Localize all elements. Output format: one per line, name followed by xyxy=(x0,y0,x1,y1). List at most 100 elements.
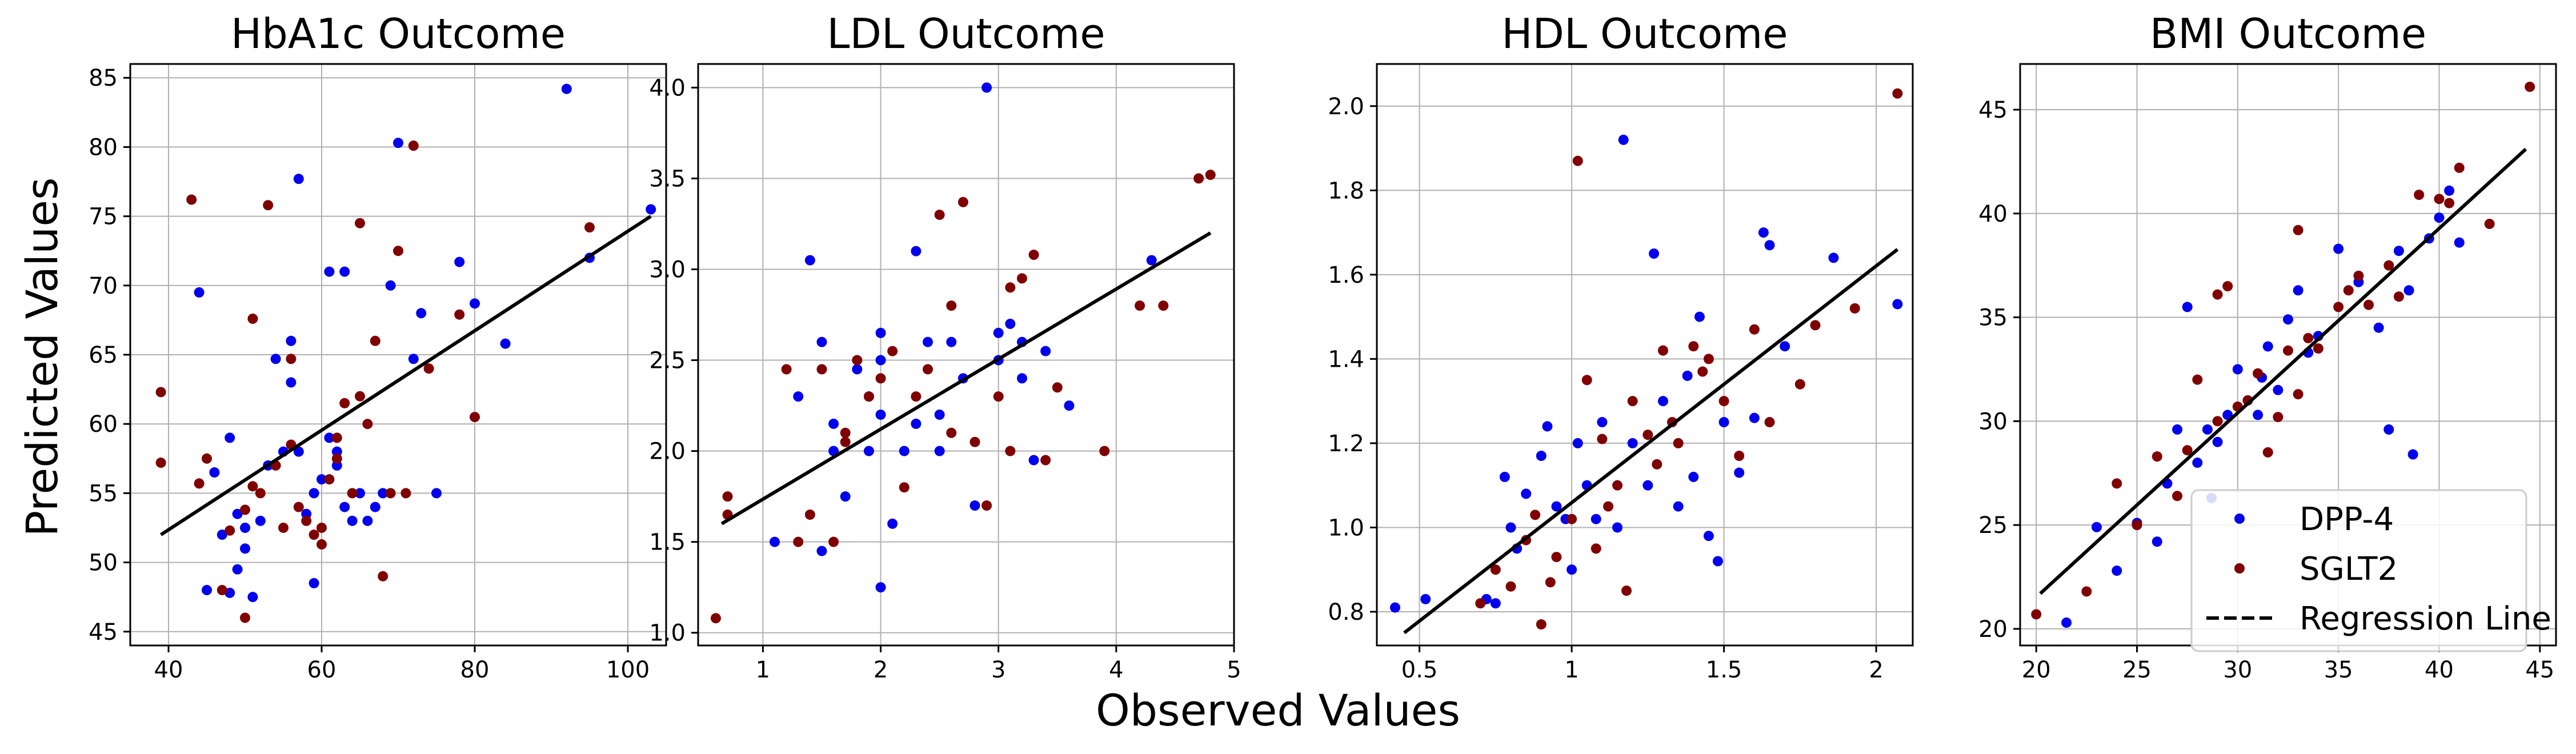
point-dpp4 xyxy=(1642,480,1653,491)
point-sglt2 xyxy=(1158,300,1169,311)
point-dpp4 xyxy=(828,418,839,429)
point-sglt2 xyxy=(852,355,863,366)
point-sglt2 xyxy=(2525,81,2535,92)
point-dpp4 xyxy=(2407,449,2418,460)
point-sglt2 xyxy=(2484,218,2495,229)
y-tick-label: 55 xyxy=(89,480,118,507)
point-dpp4 xyxy=(1682,370,1693,381)
point-sglt2 xyxy=(1703,354,1714,364)
x-tick-label: 35 xyxy=(2324,657,2353,683)
point-dpp4 xyxy=(1758,227,1769,238)
point-dpp4 xyxy=(1016,373,1027,384)
point-sglt2 xyxy=(1016,273,1027,284)
y-tick-label: 45 xyxy=(1978,97,2008,123)
point-sglt2 xyxy=(710,613,721,624)
y-tick-label: 50 xyxy=(89,550,118,576)
point-sglt2 xyxy=(347,488,358,499)
point-sglt2 xyxy=(247,481,258,492)
point-dpp4 xyxy=(362,515,373,526)
point-dpp4 xyxy=(1420,593,1431,604)
y-tick-label: 30 xyxy=(1978,408,2008,435)
point-sglt2 xyxy=(993,391,1004,402)
point-dpp4 xyxy=(1490,598,1501,609)
point-dpp4 xyxy=(1648,248,1659,259)
point-sglt2 xyxy=(2333,302,2344,312)
point-sglt2 xyxy=(324,474,335,485)
point-sglt2 xyxy=(2273,412,2283,423)
point-sglt2 xyxy=(1135,300,1145,311)
point-sglt2 xyxy=(840,436,851,447)
point-sglt2 xyxy=(2313,343,2323,354)
point-dpp4 xyxy=(1718,417,1729,428)
y-tick-label: 1.4 xyxy=(1328,346,1364,372)
point-sglt2 xyxy=(946,300,957,311)
point-sglt2 xyxy=(2253,368,2263,379)
point-sglt2 xyxy=(1849,303,1860,314)
point-dpp4 xyxy=(2444,185,2455,196)
point-dpp4 xyxy=(225,432,235,443)
point-dpp4 xyxy=(1064,400,1075,411)
x-tick-label: 80 xyxy=(460,657,490,683)
x-tick-label: 4 xyxy=(1109,657,1123,683)
point-dpp4 xyxy=(1694,311,1705,322)
point-dpp4 xyxy=(1028,455,1039,466)
point-dpp4 xyxy=(2152,536,2162,547)
point-sglt2 xyxy=(969,436,980,447)
point-dpp4 xyxy=(875,582,886,593)
point-sglt2 xyxy=(278,522,289,533)
y-tick-label: 60 xyxy=(89,411,118,438)
point-sglt2 xyxy=(1794,379,1805,390)
subplot-title: BMI Outcome xyxy=(2150,10,2426,58)
point-dpp4 xyxy=(217,530,227,540)
point-dpp4 xyxy=(1521,488,1532,499)
point-dpp4 xyxy=(2454,237,2465,248)
point-dpp4 xyxy=(1597,417,1608,428)
legend-marker-dpp4 xyxy=(2234,514,2245,524)
point-dpp4 xyxy=(793,391,804,402)
point-sglt2 xyxy=(1697,366,1708,377)
point-sglt2 xyxy=(981,500,992,511)
x-tick-label: 2 xyxy=(874,657,888,683)
point-dpp4 xyxy=(324,266,335,277)
point-sglt2 xyxy=(370,335,380,346)
point-dpp4 xyxy=(1542,421,1553,432)
point-dpp4 xyxy=(2373,322,2384,333)
y-tick-label: 2.0 xyxy=(649,439,686,465)
y-tick-label: 45 xyxy=(89,619,118,645)
point-dpp4 xyxy=(416,308,427,319)
point-dpp4 xyxy=(2383,424,2394,435)
point-sglt2 xyxy=(1536,619,1547,630)
point-dpp4 xyxy=(1703,531,1714,542)
subplot-title: HDL Outcome xyxy=(1501,10,1788,58)
point-sglt2 xyxy=(355,218,365,228)
point-dpp4 xyxy=(1892,299,1903,310)
point-dpp4 xyxy=(1657,396,1668,407)
point-dpp4 xyxy=(255,515,266,526)
point-dpp4 xyxy=(875,409,886,420)
point-dpp4 xyxy=(431,488,442,499)
x-tick-label: 40 xyxy=(2425,657,2454,683)
y-tick-label: 4.0 xyxy=(649,75,686,101)
point-sglt2 xyxy=(309,530,319,540)
point-dpp4 xyxy=(2403,285,2414,296)
x-tick-label: 0.5 xyxy=(1401,657,1438,683)
point-sglt2 xyxy=(1657,345,1668,356)
point-sglt2 xyxy=(1642,430,1653,440)
point-dpp4 xyxy=(324,432,335,443)
point-sglt2 xyxy=(331,453,342,464)
point-sglt2 xyxy=(1581,375,1592,386)
point-sglt2 xyxy=(2444,198,2455,208)
y-tick-label: 1.0 xyxy=(649,620,686,647)
point-sglt2 xyxy=(393,246,403,256)
point-sglt2 xyxy=(2454,162,2465,173)
point-sglt2 xyxy=(2393,291,2404,302)
point-dpp4 xyxy=(816,336,827,347)
point-dpp4 xyxy=(887,518,898,529)
point-sglt2 xyxy=(1603,501,1614,512)
point-sglt2 xyxy=(301,515,312,526)
point-sglt2 xyxy=(2283,345,2293,356)
y-tick-label: 0.8 xyxy=(1328,599,1364,625)
point-sglt2 xyxy=(1551,552,1562,563)
point-dpp4 xyxy=(1146,255,1157,266)
